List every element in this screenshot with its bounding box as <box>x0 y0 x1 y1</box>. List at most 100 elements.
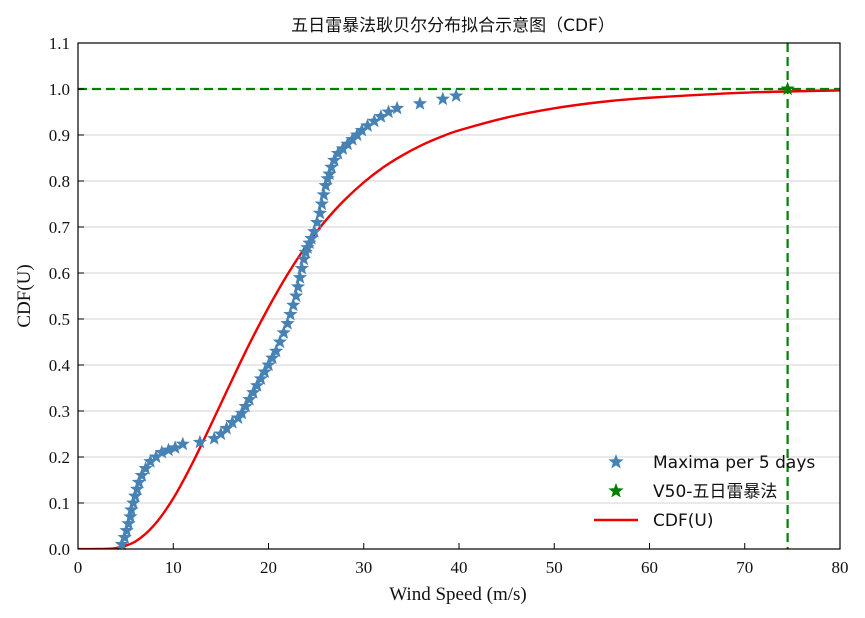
data-point-maxima <box>119 523 134 537</box>
data-point-maxima <box>309 214 325 229</box>
scatter-markers <box>114 81 795 551</box>
data-point-maxima <box>175 436 190 451</box>
data-point-maxima <box>345 132 360 146</box>
data-point-maxima <box>143 454 158 468</box>
gridlines <box>78 88 840 504</box>
data-point-maxima <box>354 122 369 137</box>
data-point-maxima <box>121 516 136 530</box>
data-point-maxima <box>312 205 328 220</box>
data-point-maxima <box>276 325 291 339</box>
data-point-maxima <box>283 306 298 321</box>
data-point-v50 <box>780 81 795 96</box>
data-point-maxima <box>261 357 276 372</box>
y-tick-label: 0.5 <box>49 310 70 329</box>
cdf-curve <box>78 89 840 549</box>
data-point-maxima <box>129 481 145 496</box>
y-tick-label: 0.7 <box>49 218 71 237</box>
data-point-maxima <box>290 279 306 293</box>
data-point-maxima <box>192 434 208 449</box>
y-tick-label: 0.3 <box>49 402 70 421</box>
x-tick-label: 30 <box>355 558 372 577</box>
legend-item-maxima: Maxima per 5 days <box>608 453 815 473</box>
data-point-maxima <box>242 392 257 406</box>
data-point-maxima <box>294 260 309 275</box>
data-point-maxima <box>225 415 240 429</box>
cdf-curve-layer <box>78 89 840 549</box>
legend-label-v50: V50-五日雷暴法 <box>653 482 777 502</box>
data-point-maxima <box>335 141 350 155</box>
data-point-maxima <box>219 420 234 435</box>
data-point-maxima <box>268 343 284 358</box>
data-point-maxima <box>314 196 329 211</box>
data-point-maxima <box>340 136 355 151</box>
data-point-maxima <box>324 159 339 174</box>
data-point-maxima <box>117 530 132 544</box>
data-point-maxima <box>234 405 249 420</box>
data-point-maxima <box>161 442 176 457</box>
x-tick-label: 60 <box>641 558 658 577</box>
data-point-maxima <box>128 488 143 503</box>
legend: Maxima per 5 days V50-五日雷暴法 CDF(U) <box>594 453 815 531</box>
data-point-maxima <box>207 431 222 445</box>
data-point-maxima <box>367 113 382 128</box>
data-point-maxima <box>381 104 396 119</box>
data-point-maxima <box>126 495 141 510</box>
data-point-maxima <box>449 88 464 102</box>
reference-lines <box>78 43 840 549</box>
data-point-maxima <box>154 444 169 459</box>
y-tick-label: 0.8 <box>49 172 70 191</box>
y-tick-label: 1.1 <box>49 34 70 53</box>
legend-item-v50: V50-五日雷暴法 <box>608 482 777 502</box>
legend-star-maxima <box>608 454 624 469</box>
data-point-maxima <box>327 152 342 167</box>
x-axis-label: Wind Speed (m/s) <box>389 584 527 605</box>
legend-star-v50 <box>608 483 624 498</box>
y-tick-label: 1.0 <box>49 80 70 99</box>
axis-ticks: 0.0 0.1 0.2 0.3 0.4 0.5 0.6 0.7 0.8 0.9 1.0 1.1 0 10 2… <box>49 34 849 577</box>
data-point-maxima <box>435 91 450 106</box>
data-point-maxima <box>304 231 319 245</box>
y-tick-label: 0.6 <box>49 264 70 283</box>
data-point-maxima <box>168 440 183 454</box>
data-point-maxima <box>330 145 346 160</box>
x-tick-label: 50 <box>546 558 563 577</box>
x-tick-label: 80 <box>832 558 849 577</box>
data-point-maxima <box>373 109 389 123</box>
legend-item-cdf: CDF(U) <box>594 511 713 531</box>
data-point-maxima <box>307 224 322 238</box>
data-point-maxima <box>134 467 149 482</box>
legend-label-maxima: Maxima per 5 days <box>653 453 815 473</box>
data-point-maxima <box>249 378 265 392</box>
data-point-maxima <box>389 100 405 115</box>
x-tick-label: 0 <box>74 558 83 577</box>
data-point-maxima <box>292 270 308 284</box>
chart-title: 五日雷暴法耿贝尔分布拟合示意图（CDF） <box>291 16 615 36</box>
data-point-maxima <box>238 398 253 413</box>
data-point-maxima <box>360 118 375 132</box>
data-point-maxima <box>288 288 304 303</box>
data-point-maxima <box>265 350 280 365</box>
data-point-maxima <box>114 536 129 551</box>
data-point-maxima <box>257 364 272 378</box>
data-point-maxima <box>322 166 337 181</box>
legend-label-cdf: CDF(U) <box>653 511 713 531</box>
legend-marker-v50 <box>608 483 624 498</box>
data-point-maxima <box>148 449 164 464</box>
data-point-maxima <box>131 474 147 489</box>
data-point-maxima <box>286 297 301 312</box>
y-tick-label: 0.2 <box>49 448 70 467</box>
data-point-maxima <box>272 334 288 349</box>
y-axis-label: CDF(U) <box>14 264 35 327</box>
x-tick-label: 20 <box>260 558 277 577</box>
y-tick-label: 0.4 <box>49 356 71 375</box>
x-tick-label: 10 <box>165 558 182 577</box>
data-point-maxima <box>280 316 295 330</box>
data-point-maxima <box>296 251 311 266</box>
data-point-maxima <box>123 509 138 523</box>
data-point-maxima <box>316 187 331 201</box>
data-point-maxima <box>246 385 261 399</box>
y-tick-label: 0.0 <box>49 540 70 559</box>
data-point-maxima <box>124 502 139 516</box>
data-point-maxima <box>318 178 333 192</box>
x-tick-label: 70 <box>736 558 753 577</box>
